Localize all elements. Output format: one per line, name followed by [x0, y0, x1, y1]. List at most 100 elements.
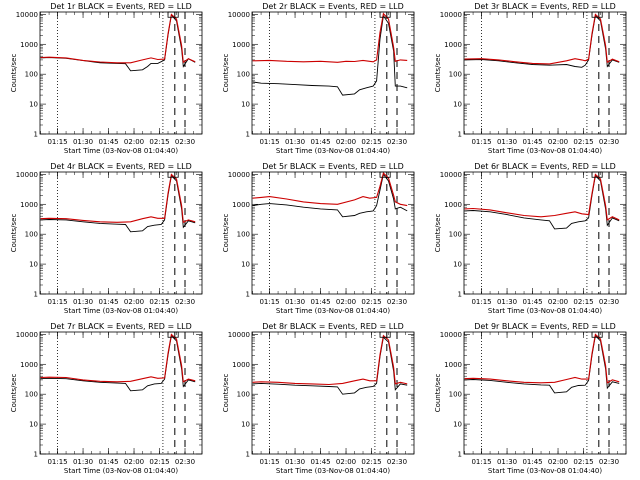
x-axis-label: Start Time (03-Nov-08 01:04:40)	[64, 307, 178, 315]
panel-title: Det 6r BLACK = Events, RED = LLD	[474, 162, 616, 171]
x-tick-label: 01:45	[98, 138, 118, 146]
y-tick-label: 10	[453, 421, 462, 429]
y-axis-label: Counts/sec	[10, 374, 18, 413]
events-series-line	[252, 336, 408, 395]
panel-7: Det 7r BLACK = Events, RED = LLD 1 10 100 10…	[10, 322, 203, 475]
x-tick-label: 02:30	[175, 138, 195, 146]
x-tick-label: 01:30	[73, 298, 93, 306]
y-tick-label: 1	[34, 291, 38, 299]
y-axis-label: Counts/sec	[434, 214, 442, 253]
x-axis-label: Start Time (03-Nov-08 01:04:40)	[488, 467, 602, 475]
y-tick-label: 10000	[16, 171, 38, 179]
plot-frame	[39, 171, 203, 295]
y-tick-label: 1000	[444, 361, 462, 369]
plot-frame	[251, 171, 415, 295]
x-tick-label: 02:00	[548, 458, 568, 466]
x-tick-label: 01:30	[285, 458, 305, 466]
y-tick-label: 100	[237, 231, 250, 239]
x-tick-label: 01:45	[522, 298, 542, 306]
lld-series-line	[252, 334, 408, 386]
x-tick-label: 01:30	[73, 458, 93, 466]
x-tick-label: 01:15	[259, 458, 279, 466]
x-tick-label: 01:15	[259, 138, 279, 146]
y-tick-label: 1000	[20, 361, 38, 369]
y-axis-label: Counts/sec	[434, 374, 442, 413]
x-axis-label: Start Time (03-Nov-08 01:04:40)	[276, 147, 390, 155]
x-tick-label: 02:30	[175, 458, 195, 466]
x-tick-label: 01:45	[522, 458, 542, 466]
y-tick-label: 10	[241, 261, 250, 269]
y-tick-label: 1000	[20, 41, 38, 49]
y-tick-label: 1000	[232, 41, 250, 49]
x-axis-label: Start Time (03-Nov-08 01:04:40)	[488, 307, 602, 315]
panel-title: Det 7r BLACK = Events, RED = LLD	[50, 322, 192, 331]
x-tick-label: 01:30	[285, 298, 305, 306]
events-series-line	[40, 334, 196, 392]
y-tick-label: 10	[241, 101, 250, 109]
x-tick-label: 02:30	[387, 458, 407, 466]
x-tick-label: 02:00	[336, 458, 356, 466]
y-tick-label: 10000	[16, 11, 38, 19]
y-tick-label: 1	[458, 451, 462, 459]
x-tick-label: 02:30	[387, 298, 407, 306]
y-tick-label: 1	[246, 451, 250, 459]
lld-series-line	[40, 333, 196, 383]
events-series-line	[252, 173, 408, 218]
x-tick-label: 02:00	[124, 138, 144, 146]
y-tick-label: 10000	[440, 331, 462, 339]
y-tick-label: 1	[246, 131, 250, 139]
y-tick-label: 100	[449, 231, 462, 239]
panel-title: Det 1r BLACK = Events, RED = LLD	[50, 2, 192, 11]
panel-5: Det 5r BLACK = Events, RED = LLD 1 10 100 10…	[222, 162, 415, 315]
y-tick-label: 10	[29, 261, 38, 269]
panel-9: Det 9r BLACK = Events, RED = LLD 1 10 100 10…	[434, 322, 627, 475]
x-tick-label: 02:30	[599, 298, 619, 306]
x-tick-label: 01:30	[497, 458, 517, 466]
y-tick-label: 10	[453, 101, 462, 109]
plot-frame	[251, 331, 415, 455]
y-axis-label: Counts/sec	[10, 214, 18, 253]
x-tick-label: 02:15	[361, 298, 381, 306]
y-axis-label: Counts/sec	[222, 374, 230, 413]
events-series-line	[464, 174, 620, 230]
x-axis-label: Start Time (03-Nov-08 01:04:40)	[276, 307, 390, 315]
x-tick-label: 01:45	[310, 138, 330, 146]
x-tick-label: 02:15	[361, 458, 381, 466]
panel-title: Det 3r BLACK = Events, RED = LLD	[474, 2, 616, 11]
events-series-line	[40, 174, 196, 233]
x-tick-label: 01:45	[522, 138, 542, 146]
x-tick-label: 01:45	[98, 298, 118, 306]
x-axis-label: Start Time (03-Nov-08 01:04:40)	[64, 467, 178, 475]
x-tick-label: 02:15	[573, 138, 593, 146]
lld-series-line	[464, 173, 620, 221]
panel-title: Det 8r BLACK = Events, RED = LLD	[262, 322, 404, 331]
plot-frame	[463, 171, 627, 295]
x-tick-label: 02:15	[361, 138, 381, 146]
lld-series-line	[252, 12, 408, 63]
panel-2: Det 2r BLACK = Events, RED = LLD 1 10 100 10…	[222, 2, 415, 155]
y-tick-label: 1	[34, 131, 38, 139]
y-tick-label: 10	[29, 421, 38, 429]
y-tick-label: 10000	[228, 171, 250, 179]
y-tick-label: 1000	[232, 361, 250, 369]
x-tick-label: 01:15	[471, 458, 491, 466]
y-tick-label: 100	[25, 391, 38, 399]
x-axis-label: Start Time (03-Nov-08 01:04:40)	[488, 147, 602, 155]
events-series-line	[464, 334, 620, 394]
x-tick-label: 01:15	[471, 138, 491, 146]
x-tick-label: 01:15	[259, 298, 279, 306]
panel-title: Det 5r BLACK = Events, RED = LLD	[262, 162, 404, 171]
x-tick-label: 01:15	[47, 138, 67, 146]
x-tick-label: 02:00	[548, 138, 568, 146]
panel-title: Det 2r BLACK = Events, RED = LLD	[262, 2, 404, 11]
panel-title: Det 9r BLACK = Events, RED = LLD	[474, 322, 616, 331]
x-tick-label: 02:00	[124, 458, 144, 466]
y-tick-label: 1000	[20, 201, 38, 209]
x-tick-label: 01:15	[47, 458, 67, 466]
x-axis-label: Start Time (03-Nov-08 01:04:40)	[64, 147, 178, 155]
panel-8: Det 8r BLACK = Events, RED = LLD 1 10 100 10…	[222, 322, 415, 475]
plot-frame	[463, 331, 627, 455]
y-axis-label: Counts/sec	[222, 54, 230, 93]
plot-frame	[39, 331, 203, 455]
x-tick-label: 01:30	[285, 138, 305, 146]
